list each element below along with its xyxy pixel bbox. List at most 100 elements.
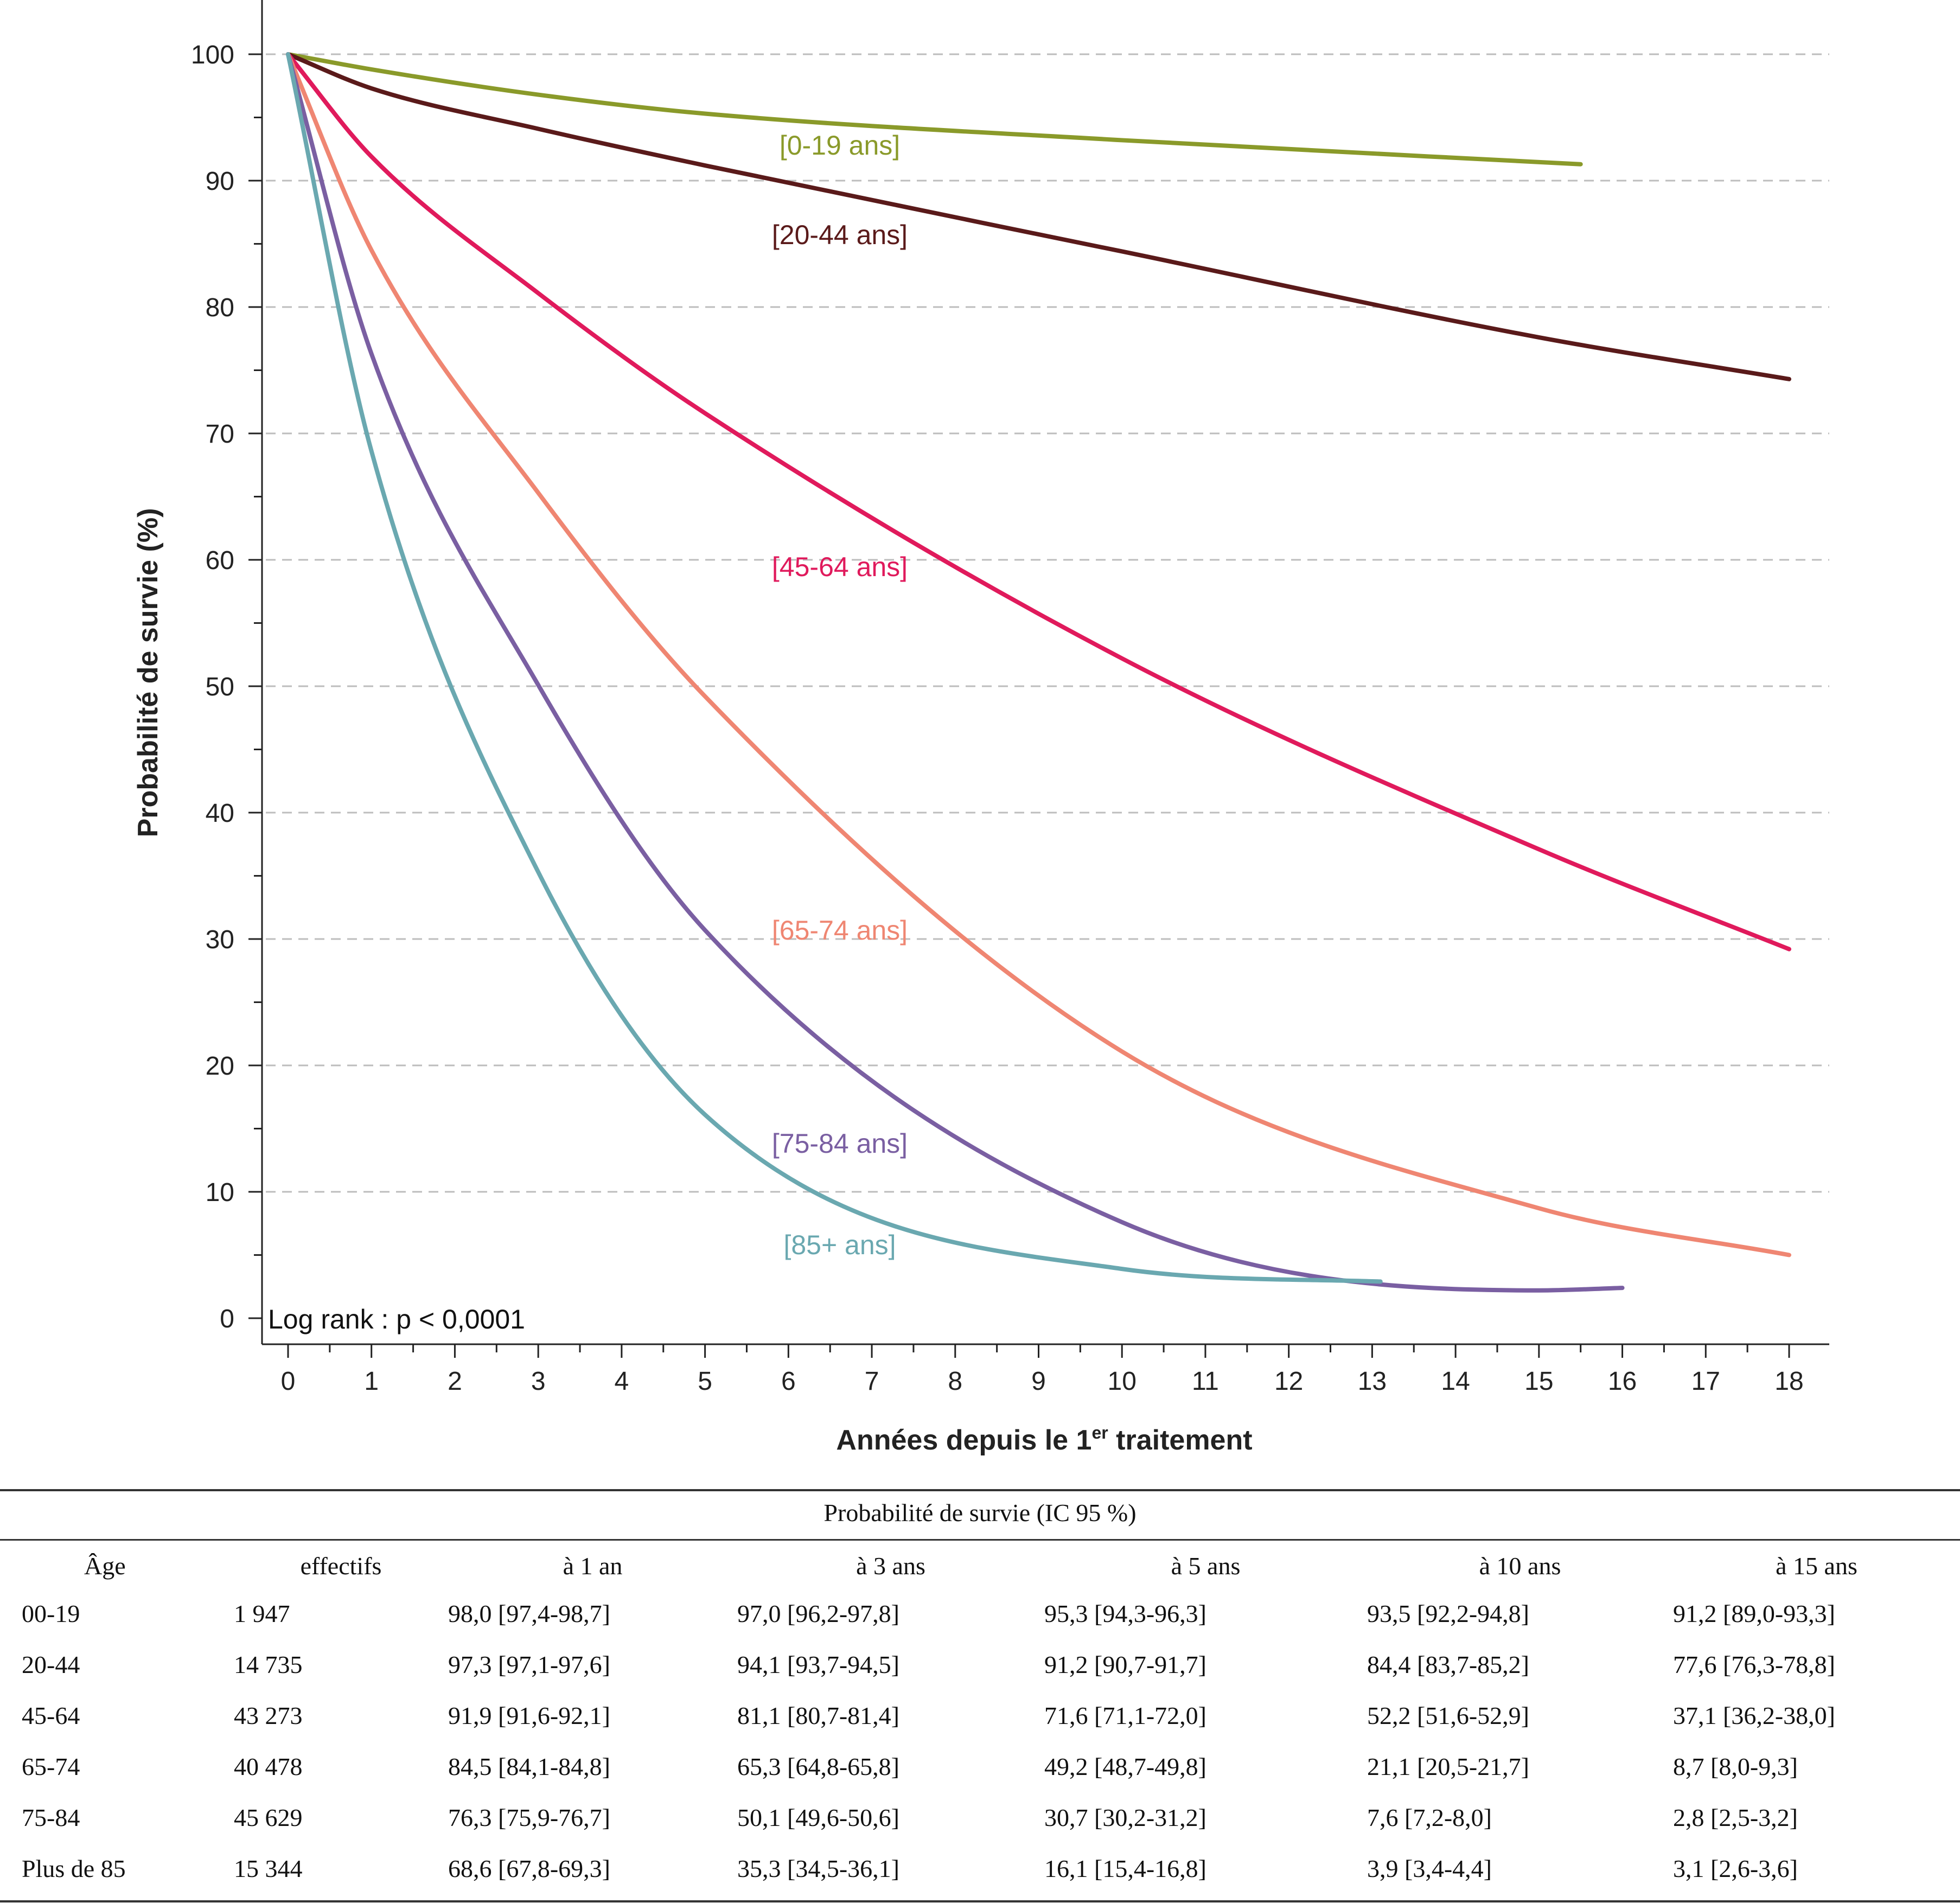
series-line — [286, 52, 1583, 167]
table-caption: Probabilité de survie (IC 95 %) — [823, 1499, 1137, 1527]
table-cell: 81,1 [80,7-81,4] — [737, 1701, 899, 1729]
x-axis-title: Années depuis le 1er traitement — [836, 1423, 1252, 1456]
table-cell: 84,5 [84,1-84,8] — [448, 1752, 610, 1780]
table-cell: 94,1 [93,7-94,5] — [737, 1650, 899, 1678]
table-cell: 65,3 [64,8-65,8] — [737, 1752, 899, 1780]
series-line — [286, 52, 1625, 1293]
table-cell: 45-64 — [22, 1701, 80, 1729]
table-cell: 20-44 — [22, 1650, 80, 1678]
series-label: [85+ ans] — [783, 1230, 896, 1260]
y-tick-label: 0 — [220, 1305, 234, 1333]
table-cell: 3,1 [2,6-3,6] — [1673, 1854, 1798, 1882]
table-cell: 91,9 [91,6-92,1] — [448, 1701, 610, 1729]
x-tick-label: 8 — [948, 1367, 962, 1396]
table-cell: 93,5 [92,2-94,8] — [1367, 1599, 1529, 1627]
table-cell: 00-19 — [22, 1599, 80, 1627]
table-cell: 91,2 [89,0-93,3] — [1673, 1599, 1835, 1627]
x-tick-label: 17 — [1691, 1367, 1720, 1396]
table-row: 75-84 45 629 76,3 [75,9-76,7] 50,1 [49,6-50… — [0, 1792, 1960, 1843]
table-top-rule — [0, 1489, 1960, 1491]
table-header-cell: effectifs — [300, 1551, 382, 1580]
y-tick-label: 100 — [191, 41, 234, 69]
table-cell: 68,6 [67,8-69,3] — [448, 1854, 610, 1882]
table-header-cell: à 5 ans — [1171, 1551, 1241, 1580]
x-tick-label: 5 — [698, 1367, 712, 1396]
table-cell: 49,2 [48,7-49,8] — [1044, 1752, 1206, 1780]
table-cell: Plus de 85 — [22, 1854, 126, 1882]
table-header-cell: à 3 ans — [856, 1551, 925, 1580]
table-cell: 97,0 [96,2-97,8] — [737, 1599, 899, 1627]
table-cell: 77,6 [76,3-78,8] — [1673, 1650, 1835, 1678]
series-line — [286, 52, 1791, 381]
y-tick-label: 30 — [206, 925, 234, 954]
table-cell: 50,1 [49,6-50,6] — [737, 1803, 899, 1831]
table-cell: 91,2 [90,7-91,7] — [1044, 1650, 1206, 1678]
table-cell: 8,7 [8,0-9,3] — [1673, 1752, 1798, 1780]
x-axis-title-main: Années depuis le 1 — [836, 1425, 1091, 1456]
x-tick-label: 11 — [1192, 1367, 1219, 1396]
table-row: 00-19 1 947 98,0 [97,4-98,7] 97,0 [96,2-97,… — [0, 1588, 1960, 1639]
table-row: 45-64 43 273 91,9 [91,6-92,1] 81,1 [80,7-81… — [0, 1690, 1960, 1741]
table-cell: 43 273 — [234, 1701, 303, 1729]
x-tick-label: 3 — [531, 1367, 546, 1396]
table-body: 00-19 1 947 98,0 [97,4-98,7] 97,0 [96,2-97,… — [0, 1588, 1960, 1894]
table-cell: 14 735 — [234, 1650, 303, 1678]
table-cell: 71,6 [71,1-72,0] — [1044, 1701, 1206, 1729]
table-cell: 76,3 [75,9-76,7] — [448, 1803, 610, 1831]
table-cell: 45 629 — [234, 1803, 303, 1831]
y-axis-title: Probabilité de survie (%) — [132, 508, 164, 838]
table-cell: 98,0 [97,4-98,7] — [448, 1599, 610, 1627]
x-tick-label: 1 — [364, 1367, 379, 1396]
series-label: [0-19 ans] — [780, 130, 900, 161]
x-tick-label: 13 — [1358, 1367, 1387, 1396]
y-tick-label: 90 — [206, 167, 234, 196]
series-label: [20-44 ans] — [772, 220, 908, 250]
gridlines — [266, 53, 1829, 1193]
y-tick-label: 40 — [206, 799, 234, 828]
table-cell: 65-74 — [22, 1752, 80, 1780]
y-tick-label: 60 — [206, 546, 234, 575]
table-cell: 30,7 [30,2-31,2] — [1044, 1803, 1206, 1831]
series-lines — [286, 52, 1791, 1293]
table-cell: 3,9 [3,4-4,4] — [1367, 1854, 1492, 1882]
series-label: [45-64 ans] — [772, 552, 908, 582]
x-tick-label: 12 — [1274, 1367, 1303, 1396]
y-tick-label: 20 — [206, 1052, 234, 1081]
table-cell: 1 947 — [234, 1599, 290, 1627]
table-header-cell: à 1 an — [563, 1551, 623, 1580]
x-axis-title-sup: er — [1091, 1423, 1108, 1442]
x-axis-title-tail: traitement — [1108, 1425, 1253, 1456]
series-line — [286, 52, 1791, 952]
survival-table: Âge effectifs à 1 an à 3 ans à 5 ans à 10 ans… — [0, 1543, 1960, 1894]
x-tick-label: 15 — [1524, 1367, 1553, 1396]
x-tick-label: 6 — [781, 1367, 796, 1396]
table-cell: 84,4 [83,7-85,2] — [1367, 1650, 1529, 1678]
table-cell: 15 344 — [234, 1854, 303, 1882]
table-header-cell: Âge — [84, 1551, 126, 1580]
series-line — [286, 52, 1791, 1257]
table-row: 20-44 14 735 97,3 [97,1-97,6] 94,1 [93,7-94… — [0, 1639, 1960, 1690]
log-rank-annotation: Log rank : p < 0,0001 — [268, 1304, 525, 1334]
x-tick-label: 14 — [1441, 1367, 1470, 1396]
x-tick-label: 2 — [448, 1367, 462, 1396]
table-cell: 21,1 [20,5-21,7] — [1367, 1752, 1529, 1780]
y-tick-label: 80 — [206, 293, 234, 322]
table-cell: 2,8 [2,5-3,2] — [1673, 1803, 1798, 1831]
table-cell: 37,1 [36,2-38,0] — [1673, 1701, 1835, 1729]
x-tick-label: 7 — [865, 1367, 879, 1396]
series-label: [65-74 ans] — [772, 915, 908, 946]
table-cell: 75-84 — [22, 1803, 80, 1831]
series-line — [286, 52, 1383, 1284]
x-tick-label: 9 — [1031, 1367, 1046, 1396]
table-header-row: Âge effectifs à 1 an à 3 ans à 5 ans à 10 ans… — [0, 1543, 1960, 1588]
series-label: [75-84 ans] — [772, 1128, 908, 1159]
x-tick-label: 16 — [1608, 1367, 1637, 1396]
table-caption-rule — [0, 1539, 1960, 1541]
table-cell: 95,3 [94,3-96,3] — [1044, 1599, 1206, 1627]
y-tick-label: 70 — [206, 420, 234, 449]
x-tick-label: 18 — [1774, 1367, 1803, 1396]
x-tick-label: 4 — [615, 1367, 629, 1396]
y-tick-label: 10 — [206, 1178, 234, 1207]
table-bottom-rule — [0, 1900, 1960, 1902]
